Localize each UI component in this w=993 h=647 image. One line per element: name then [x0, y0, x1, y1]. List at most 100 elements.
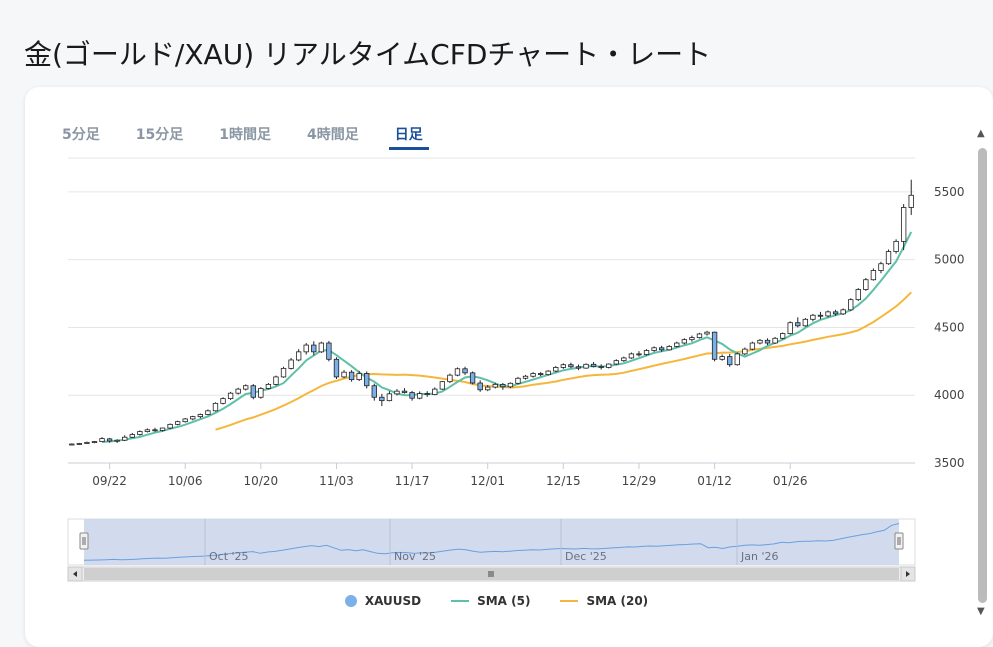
candle[interactable] [727, 356, 733, 366]
candle[interactable] [704, 331, 710, 335]
candle[interactable] [243, 385, 249, 390]
candle[interactable] [772, 337, 778, 344]
candle[interactable] [174, 421, 181, 425]
candle[interactable] [696, 333, 703, 339]
candle[interactable] [424, 393, 430, 395]
candle[interactable] [817, 314, 824, 317]
candle[interactable] [666, 346, 672, 351]
candle[interactable] [870, 270, 877, 281]
candle[interactable] [802, 318, 809, 327]
candle[interactable] [122, 436, 128, 441]
candle[interactable] [522, 375, 529, 379]
candle[interactable] [462, 368, 468, 374]
candle[interactable] [280, 367, 287, 378]
candle[interactable] [469, 372, 476, 384]
scroll-down-icon[interactable]: ▼ [977, 606, 985, 617]
candle[interactable] [840, 309, 846, 315]
candle[interactable] [477, 382, 483, 391]
candle[interactable] [76, 443, 83, 445]
candle[interactable] [303, 344, 309, 353]
candle[interactable] [749, 342, 756, 350]
candle[interactable] [908, 194, 914, 208]
candle[interactable] [273, 376, 279, 385]
candle[interactable] [265, 383, 272, 389]
candle[interactable] [515, 377, 521, 384]
candle[interactable] [364, 373, 370, 387]
candle[interactable] [764, 339, 771, 344]
candle[interactable] [288, 359, 294, 369]
candle[interactable] [553, 367, 559, 372]
candle[interactable] [711, 331, 718, 360]
navigator-handle-left[interactable] [79, 532, 89, 550]
candle[interactable] [152, 429, 158, 432]
candle[interactable] [492, 383, 498, 388]
navigator-selection[interactable] [84, 519, 899, 565]
candle[interactable] [235, 388, 241, 394]
candle[interactable] [371, 385, 377, 398]
candle[interactable] [636, 353, 642, 356]
candle[interactable] [742, 348, 748, 355]
candle[interactable] [560, 364, 567, 368]
candle[interactable] [537, 373, 544, 376]
candle[interactable] [613, 360, 619, 365]
candle[interactable] [454, 368, 461, 376]
candle[interactable] [628, 353, 635, 359]
candle[interactable] [137, 431, 143, 435]
candle[interactable] [356, 373, 362, 381]
candle[interactable] [416, 393, 423, 399]
candle[interactable] [190, 416, 196, 420]
candle[interactable] [674, 342, 680, 347]
candle[interactable] [893, 240, 899, 252]
candle[interactable] [568, 364, 574, 368]
candle[interactable] [757, 339, 763, 344]
candle[interactable] [825, 311, 831, 317]
candle[interactable] [545, 370, 551, 376]
candle[interactable] [227, 392, 234, 400]
candle[interactable] [386, 393, 393, 402]
candle[interactable] [311, 344, 317, 353]
candle[interactable] [401, 390, 408, 393]
candle[interactable] [220, 398, 226, 404]
navigator-handle-right[interactable] [894, 532, 904, 550]
candle[interactable] [99, 438, 105, 442]
candle[interactable] [878, 263, 884, 271]
tab-1hour[interactable]: 1時間足 [219, 127, 271, 143]
candle[interactable] [530, 373, 536, 377]
candle[interactable] [379, 396, 385, 402]
candle[interactable] [643, 350, 650, 355]
candle[interactable] [885, 251, 892, 265]
candle[interactable] [621, 357, 627, 362]
candle[interactable] [295, 351, 302, 361]
candle[interactable] [900, 207, 907, 242]
page-scrollbar[interactable]: ▲ ▼ [976, 128, 990, 623]
candle[interactable] [734, 353, 740, 366]
candle[interactable] [485, 386, 491, 391]
candle[interactable] [787, 322, 793, 334]
candle[interactable] [182, 418, 188, 423]
candle[interactable] [651, 347, 657, 351]
candle[interactable] [129, 434, 135, 438]
candle[interactable] [583, 363, 589, 369]
candle[interactable] [863, 279, 869, 290]
candle[interactable] [159, 427, 166, 431]
candle[interactable] [212, 402, 219, 412]
tab-4hour[interactable]: 4時間足 [306, 127, 359, 143]
candle[interactable] [590, 363, 597, 367]
legend-item-sma20[interactable]: SMA (20) [560, 594, 648, 608]
tab-5min[interactable]: 5分足 [62, 127, 100, 143]
tab-15min[interactable]: 15分足 [135, 127, 184, 143]
candle[interactable] [500, 383, 506, 388]
candle[interactable] [810, 314, 816, 320]
candle[interactable] [855, 289, 861, 301]
candle[interactable] [432, 388, 438, 395]
tab-daily[interactable]: 日足 [388, 120, 429, 150]
candle[interactable] [205, 410, 211, 415]
candle[interactable] [197, 414, 204, 418]
candle[interactable] [91, 441, 98, 443]
scroll-up-icon[interactable]: ▲ [977, 128, 985, 139]
candle[interactable] [575, 366, 582, 369]
candle[interactable] [114, 439, 120, 442]
candle[interactable] [848, 299, 854, 311]
candle[interactable] [658, 347, 665, 351]
candle[interactable] [84, 441, 90, 444]
